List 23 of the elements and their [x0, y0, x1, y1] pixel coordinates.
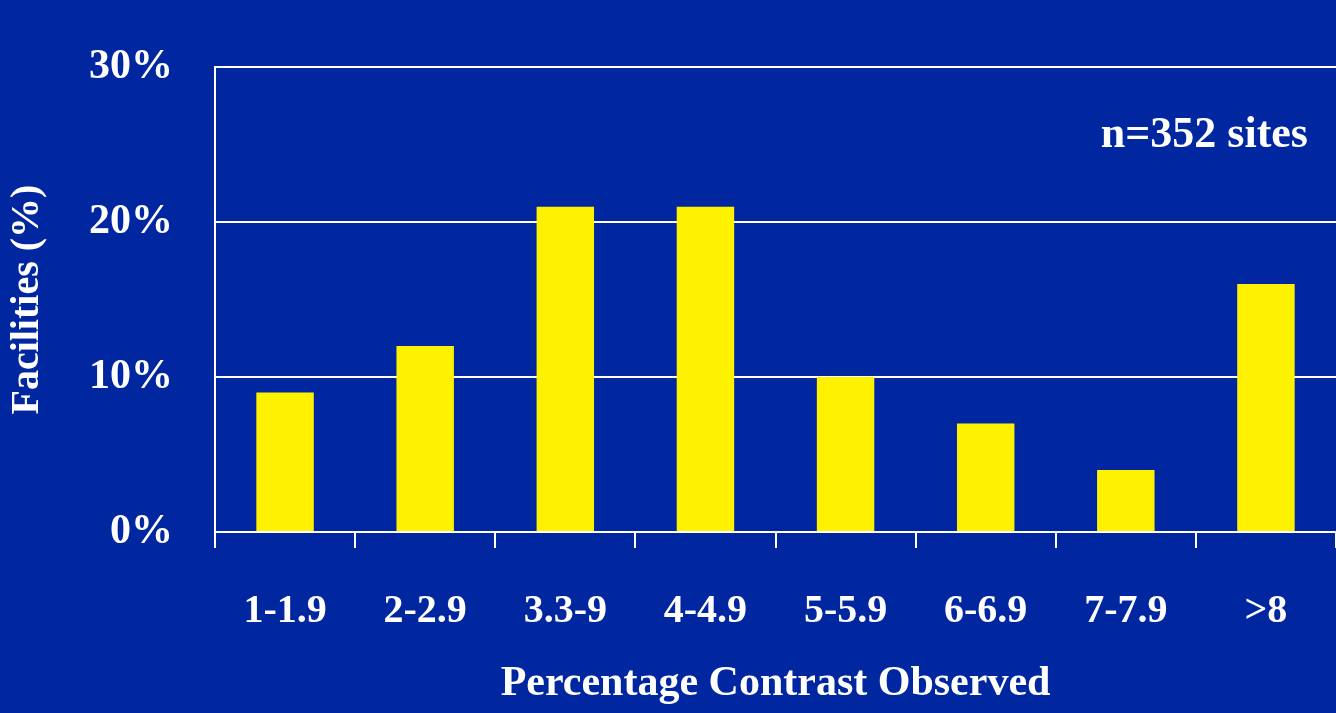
bar	[536, 206, 595, 531]
x-tick-label: 5-5.9	[803, 586, 888, 632]
y-axis-title: Facilities (%)	[2, 184, 48, 415]
x-tick-label: 6-6.9	[944, 586, 1028, 632]
bar	[956, 423, 1015, 531]
bar	[256, 392, 314, 531]
y-tick-label: 20%	[89, 195, 173, 242]
bar	[396, 346, 454, 531]
y-tick-label: 0%	[110, 505, 173, 552]
x-tick-label: 3.3-9	[523, 586, 607, 632]
x-tick-label: 1-1.9	[243, 586, 327, 632]
x-tick-label: >8	[1244, 586, 1288, 632]
bar	[816, 377, 875, 531]
y-tick-label: 10%	[89, 350, 173, 397]
bar	[1097, 470, 1155, 531]
y-tick-label: 30%	[89, 41, 173, 88]
x-axis-title: Percentage Contrast Observed	[500, 657, 1051, 704]
annotation: n=352 sites	[1100, 107, 1308, 157]
bar	[1237, 284, 1295, 531]
x-tick-label: 7-7.9	[1084, 586, 1168, 632]
x-tick-label: 2-2.9	[383, 586, 467, 632]
x-tick-label: 4-4.9	[663, 586, 748, 632]
bar	[676, 206, 735, 531]
